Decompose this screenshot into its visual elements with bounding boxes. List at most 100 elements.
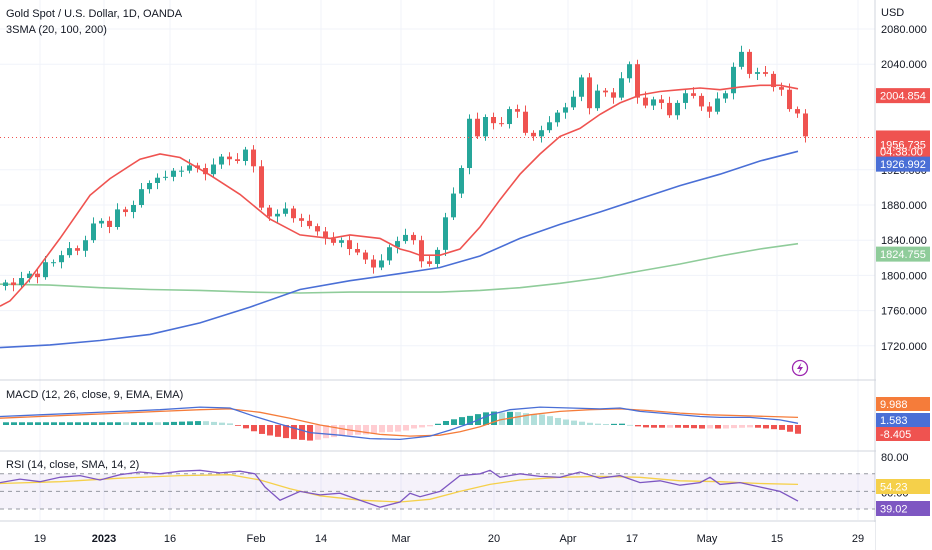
candle[interactable] — [147, 180, 152, 194]
candle[interactable] — [651, 96, 656, 110]
candle[interactable] — [547, 116, 552, 133]
candle[interactable] — [795, 106, 800, 118]
candle[interactable] — [275, 209, 280, 223]
candle[interactable] — [347, 235, 352, 256]
candle[interactable] — [443, 212, 448, 257]
candle[interactable] — [483, 114, 488, 141]
candle[interactable] — [387, 244, 392, 265]
candle[interactable] — [243, 146, 248, 166]
candle[interactable] — [611, 87, 616, 104]
candle[interactable] — [91, 217, 96, 243]
candles[interactable] — [3, 45, 808, 292]
candle[interactable] — [571, 90, 576, 110]
candle[interactable] — [403, 228, 408, 244]
candle[interactable] — [627, 61, 632, 83]
candle[interactable] — [715, 92, 720, 115]
candle[interactable] — [99, 218, 104, 228]
candle[interactable] — [563, 102, 568, 119]
candle[interactable] — [43, 256, 48, 280]
candle[interactable] — [507, 106, 512, 129]
candle[interactable] — [763, 65, 768, 77]
candle[interactable] — [803, 109, 808, 143]
candle[interactable] — [291, 205, 296, 223]
candle[interactable] — [491, 112, 496, 130]
candle[interactable] — [123, 206, 128, 217]
candle[interactable] — [59, 250, 64, 269]
candle[interactable] — [283, 202, 288, 217]
candle[interactable] — [115, 203, 120, 230]
candle[interactable] — [659, 95, 664, 110]
candle[interactable] — [475, 112, 480, 139]
candle[interactable] — [211, 158, 216, 177]
candle[interactable] — [451, 187, 456, 220]
candle[interactable] — [435, 247, 440, 269]
candle[interactable] — [83, 235, 88, 257]
candle[interactable] — [251, 145, 256, 173]
candle[interactable] — [315, 223, 320, 236]
candle[interactable] — [179, 166, 184, 177]
macd-hist-bar — [211, 421, 217, 425]
candle[interactable] — [131, 200, 136, 219]
candle[interactable] — [579, 74, 584, 102]
candle[interactable] — [459, 165, 464, 198]
candle[interactable] — [747, 49, 752, 79]
candle[interactable] — [395, 236, 400, 254]
macd-hist-bar — [27, 422, 33, 425]
candle[interactable] — [595, 84, 600, 111]
candle[interactable] — [35, 269, 40, 284]
candle[interactable] — [307, 214, 312, 229]
candle[interactable] — [187, 159, 192, 174]
candle[interactable] — [427, 255, 432, 267]
candle[interactable] — [75, 245, 80, 256]
candle[interactable] — [259, 160, 264, 211]
candle[interactable] — [771, 71, 776, 92]
candle[interactable] — [355, 242, 360, 256]
candle[interactable] — [531, 130, 536, 141]
candle[interactable] — [723, 90, 728, 103]
candle[interactable] — [363, 249, 368, 264]
candle[interactable] — [379, 254, 384, 271]
candle[interactable] — [235, 153, 240, 164]
candle-body — [259, 166, 264, 208]
candle[interactable] — [3, 279, 8, 291]
candle[interactable] — [755, 67, 760, 81]
candle[interactable] — [667, 96, 672, 118]
candle[interactable] — [67, 241, 72, 258]
candle[interactable] — [555, 109, 560, 127]
candle[interactable] — [371, 255, 376, 274]
candle[interactable] — [339, 237, 344, 248]
lightning-icon[interactable] — [791, 359, 809, 377]
candle[interactable] — [11, 278, 16, 292]
candle[interactable] — [163, 170, 168, 181]
candle[interactable] — [323, 227, 328, 245]
candle[interactable] — [539, 125, 544, 143]
candle[interactable] — [227, 152, 232, 166]
candle[interactable] — [331, 232, 336, 246]
candle[interactable] — [107, 216, 112, 234]
candle[interactable] — [619, 72, 624, 101]
candle[interactable] — [707, 102, 712, 118]
candle[interactable] — [731, 62, 736, 100]
candle[interactable] — [171, 168, 176, 182]
candle[interactable] — [19, 271, 24, 288]
candle[interactable] — [699, 93, 704, 111]
time-axis-ticks[interactable]: 19 2023 16 Feb 14 Mar 20 Apr 17 May 15 29 — [0, 522, 875, 550]
candle[interactable] — [603, 87, 608, 97]
candle[interactable] — [51, 259, 56, 267]
candle[interactable] — [787, 83, 792, 112]
candle[interactable] — [467, 114, 472, 175]
candle[interactable] — [739, 45, 744, 70]
candle[interactable] — [675, 100, 680, 120]
candle[interactable] — [683, 88, 688, 110]
candle[interactable] — [155, 173, 160, 190]
candle[interactable] — [499, 117, 504, 127]
candle[interactable] — [299, 213, 304, 227]
candle[interactable] — [523, 105, 528, 136]
candle[interactable] — [219, 153, 224, 169]
candle[interactable] — [587, 73, 592, 115]
candle[interactable] — [411, 232, 416, 245]
candle[interactable] — [139, 183, 144, 208]
candle[interactable] — [419, 235, 424, 268]
candle[interactable] — [515, 104, 520, 118]
